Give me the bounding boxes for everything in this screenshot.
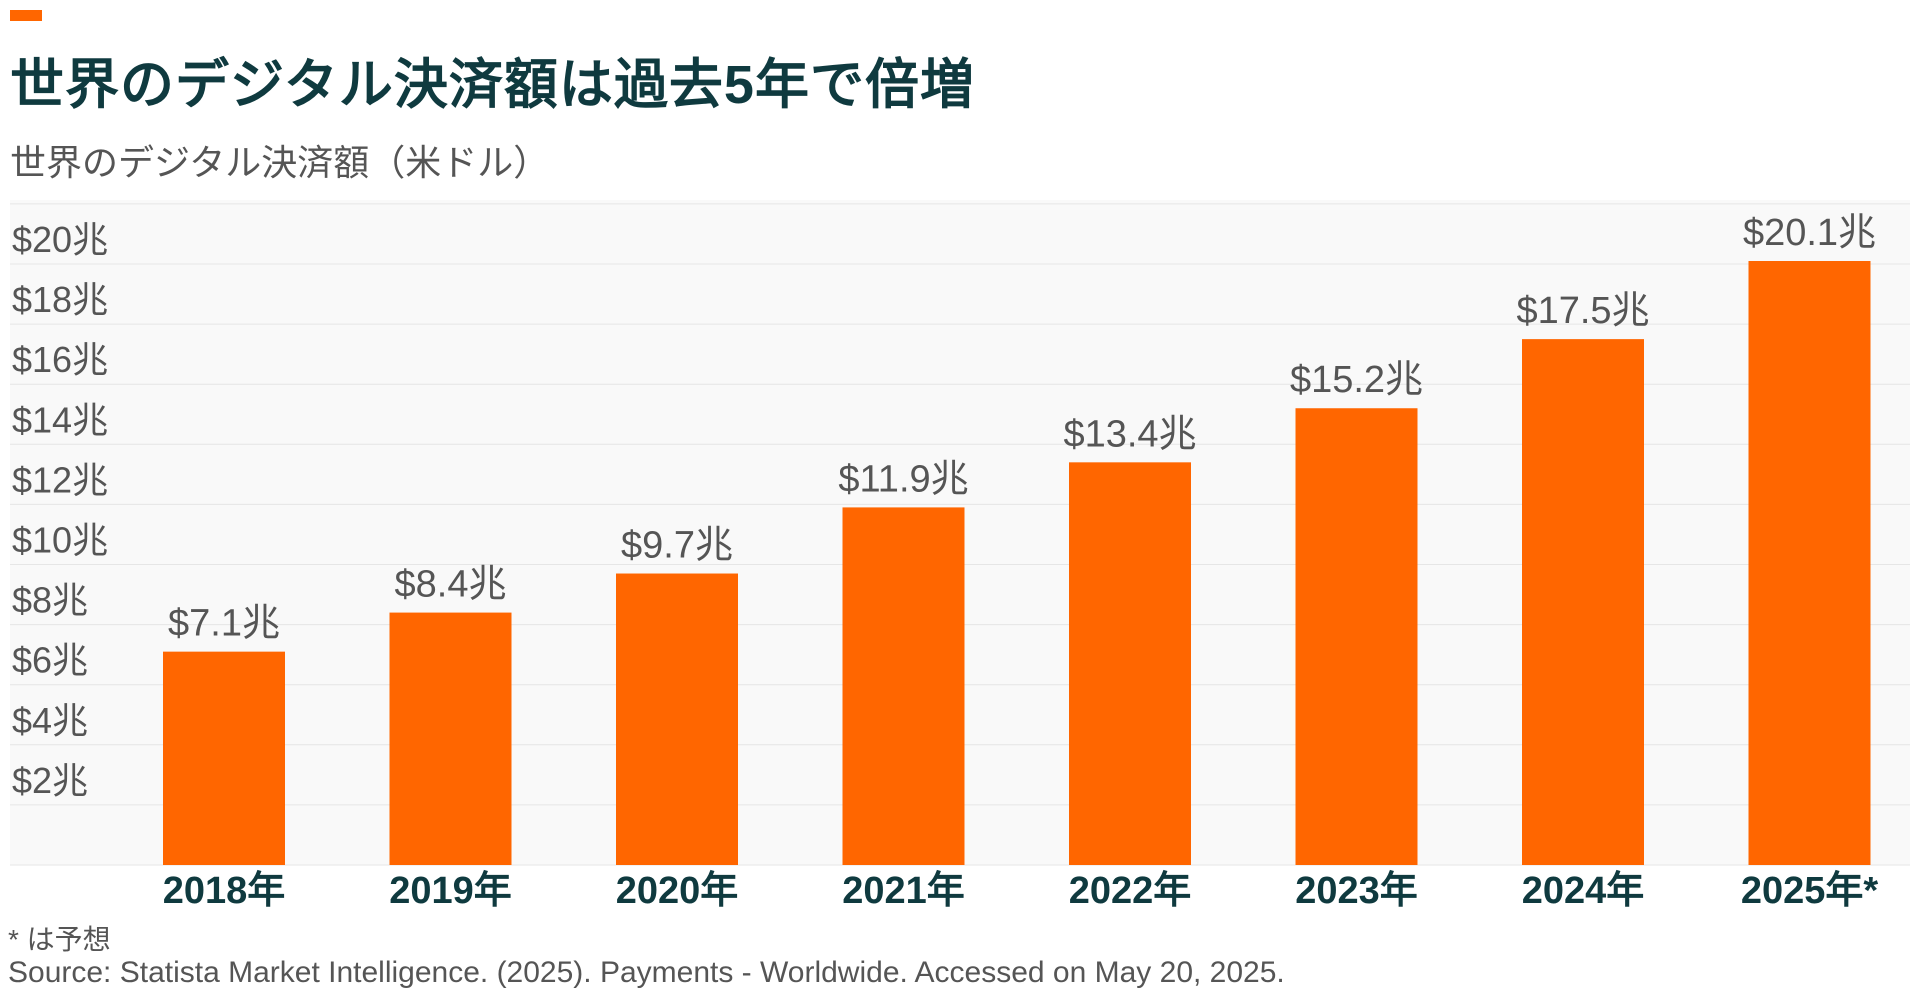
x-tick-label: 2018年 <box>163 870 286 910</box>
forecast-footnote: * は予想 <box>8 924 111 955</box>
data-label: $20.1兆 <box>1743 212 1876 254</box>
bar <box>842 507 965 865</box>
x-tick-label: 2022年 <box>1069 870 1192 910</box>
x-tick-label: 2020年 <box>616 870 739 910</box>
y-tick-label: $4兆 <box>12 700 88 741</box>
bar-chart: $2兆$4兆$6兆$8兆$10兆$12兆$14兆$16兆$18兆$20兆$22兆… <box>10 200 1910 910</box>
data-label: $15.2兆 <box>1290 359 1423 401</box>
bar <box>1522 339 1644 865</box>
data-label: $11.9兆 <box>838 458 968 500</box>
data-label: $13.4兆 <box>1063 413 1196 455</box>
y-axis-ticks: $2兆$4兆$6兆$8兆$10兆$12兆$14兆$16兆$18兆$20兆$22兆 <box>12 219 108 801</box>
y-tick-label: $18兆 <box>12 279 108 320</box>
bar <box>389 612 512 865</box>
x-tick-label: 2021年 <box>842 870 965 910</box>
data-label: $17.5兆 <box>1516 290 1649 332</box>
y-tick-label: $20兆 <box>12 219 108 260</box>
bar <box>1748 260 1871 865</box>
data-label: $9.7兆 <box>621 525 733 567</box>
bars <box>163 260 1871 865</box>
x-axis-labels: 2018年 2019年 2020年 2021年 2022年 2023年 2024年 2025年… <box>163 870 1879 910</box>
bar <box>163 651 285 865</box>
data-label: $8.4兆 <box>395 564 507 606</box>
source-note: Source: Statista Market Intelligence. (2… <box>8 956 1285 989</box>
y-tick-label: $12兆 <box>12 459 108 500</box>
y-tick-label: $14兆 <box>12 399 108 440</box>
data-labels: $7.1兆 $8.4兆 $9.7兆 $11.9兆 $13.4兆 $15.2兆 $17.5兆 $… <box>168 212 1876 645</box>
bar <box>616 573 738 865</box>
bar <box>1069 462 1191 865</box>
y-tick-label: $16兆 <box>12 339 108 380</box>
y-tick-label: $10兆 <box>12 520 108 561</box>
chart-subtitle: 世界のデジタル決済額（米ドル） <box>10 142 550 183</box>
y-tick-label: $2兆 <box>12 760 88 801</box>
y-tick-label: $8兆 <box>12 580 88 621</box>
bar <box>1295 408 1418 865</box>
chart-title: 世界のデジタル決済額は過去5年で倍増 <box>10 55 975 115</box>
data-label: $7.1兆 <box>168 603 280 645</box>
x-tick-label: 2023年 <box>1295 870 1418 910</box>
accent-bar <box>10 10 42 21</box>
y-tick-label: $6兆 <box>12 640 88 681</box>
x-tick-label: 2024年 <box>1522 870 1645 910</box>
x-tick-label: 2025年* <box>1741 870 1879 910</box>
x-tick-label: 2019年 <box>389 870 512 910</box>
